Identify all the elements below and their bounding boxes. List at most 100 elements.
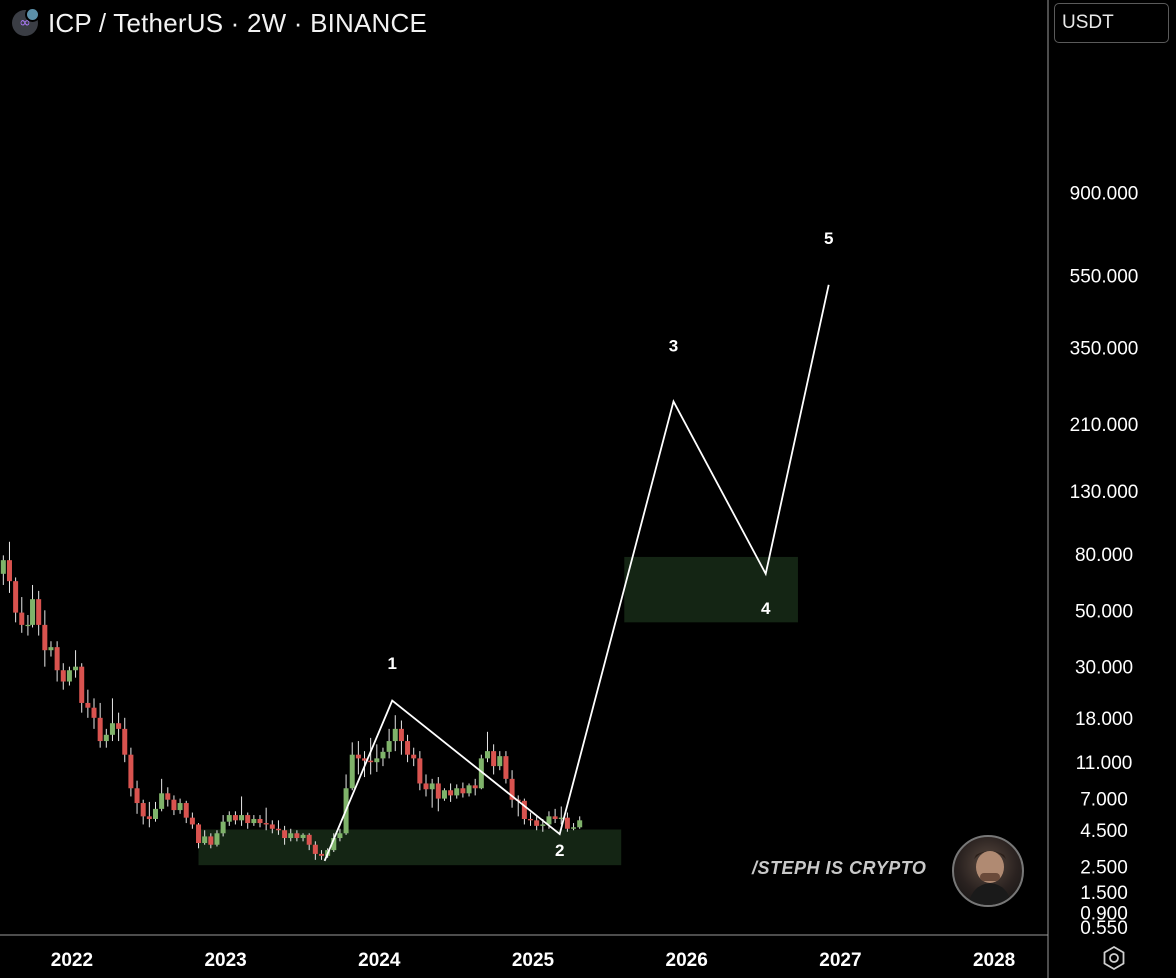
wave-label-4: 4 bbox=[761, 599, 771, 618]
candle-body bbox=[429, 783, 435, 790]
chart-header: ∞ ICP / TetherUS · 2W · BINANCE bbox=[12, 6, 427, 40]
candle-body bbox=[546, 816, 552, 825]
target-zone-2 bbox=[624, 556, 798, 623]
target-zone-1 bbox=[198, 829, 622, 866]
candle-body bbox=[349, 754, 355, 789]
candle-body bbox=[134, 788, 140, 804]
candle-body bbox=[146, 816, 152, 819]
candle-body bbox=[318, 853, 324, 856]
candle-body bbox=[454, 788, 460, 796]
candle-body bbox=[128, 754, 134, 789]
x-tick-label: 2025 bbox=[512, 950, 555, 971]
candle-body bbox=[183, 803, 189, 818]
candle-body bbox=[220, 821, 226, 834]
candle-body bbox=[257, 818, 263, 824]
x-tick-label: 2026 bbox=[666, 950, 708, 971]
y-tick-label: 7.000 bbox=[1080, 790, 1128, 811]
candle-body bbox=[122, 728, 128, 755]
candle-body bbox=[528, 818, 534, 821]
candle-body bbox=[478, 758, 484, 789]
candle-body bbox=[521, 800, 527, 819]
candle-body bbox=[13, 581, 19, 613]
candle-body bbox=[448, 790, 454, 796]
wave-label-3: 3 bbox=[669, 336, 678, 355]
candle-body bbox=[417, 758, 423, 784]
candle-body bbox=[484, 751, 490, 759]
y-tick-label: 2.500 bbox=[1080, 857, 1128, 878]
candle-body bbox=[380, 751, 386, 759]
candle-body bbox=[460, 788, 466, 794]
candle-body bbox=[337, 833, 343, 839]
candle-body bbox=[251, 818, 257, 824]
candle-body bbox=[79, 666, 85, 703]
candle-body bbox=[0, 560, 6, 574]
candle-body bbox=[103, 734, 109, 742]
candle-body bbox=[472, 785, 478, 789]
candle-body bbox=[91, 707, 97, 718]
y-tick-label: 210.000 bbox=[1070, 415, 1139, 436]
candle-body bbox=[239, 815, 245, 821]
settings-icon[interactable] bbox=[1100, 944, 1128, 972]
candle-body bbox=[140, 803, 146, 817]
candle-body bbox=[42, 624, 48, 651]
candle-body bbox=[109, 723, 115, 735]
candle-body bbox=[6, 560, 12, 582]
candle-body bbox=[196, 824, 202, 844]
currency-selector[interactable]: USDT bbox=[1054, 3, 1169, 43]
candle-body bbox=[558, 817, 564, 819]
candle-body bbox=[534, 820, 540, 826]
candle-body bbox=[466, 785, 472, 794]
candle-body bbox=[159, 793, 165, 809]
candle-body bbox=[435, 783, 441, 799]
candle-body bbox=[202, 836, 208, 844]
candle-body bbox=[374, 758, 380, 763]
candle-body bbox=[97, 717, 103, 742]
candle-body bbox=[300, 834, 306, 839]
candle-body bbox=[116, 723, 122, 729]
candle-body bbox=[208, 836, 214, 845]
candle-body bbox=[331, 838, 337, 851]
candle-body bbox=[54, 647, 60, 671]
x-tick-label: 2024 bbox=[358, 950, 401, 971]
candles-group bbox=[0, 541, 583, 860]
y-tick-label: 350.000 bbox=[1070, 339, 1139, 360]
candle-body bbox=[189, 817, 195, 825]
x-tick-label: 2023 bbox=[204, 950, 246, 971]
candle-body bbox=[503, 756, 509, 779]
wave-label-5: 5 bbox=[824, 229, 833, 248]
y-tick-label: 900.000 bbox=[1070, 184, 1139, 205]
candle-body bbox=[564, 817, 570, 829]
candle-body bbox=[405, 741, 411, 755]
candle-body bbox=[269, 824, 275, 829]
candle-body bbox=[441, 790, 447, 799]
avatar-portrait bbox=[968, 851, 1012, 905]
candle-body bbox=[275, 828, 281, 831]
candle-body bbox=[48, 647, 54, 651]
candle-body bbox=[165, 793, 171, 800]
candle-body bbox=[362, 758, 368, 761]
candle-body bbox=[152, 808, 158, 819]
author-avatar bbox=[952, 835, 1024, 907]
candle-body bbox=[245, 815, 251, 824]
candle-body bbox=[294, 833, 300, 839]
y-tick-label: 18.000 bbox=[1075, 709, 1133, 730]
candle-body bbox=[263, 823, 269, 825]
candle-body bbox=[355, 754, 361, 759]
candle-body bbox=[398, 728, 404, 742]
y-tick-label: 80.000 bbox=[1075, 545, 1133, 566]
x-tick-label: 2028 bbox=[973, 950, 1015, 971]
y-tick-label: 11.000 bbox=[1076, 753, 1133, 774]
candle-body bbox=[171, 799, 177, 811]
candle-body bbox=[411, 754, 417, 759]
y-tick-label: 130.000 bbox=[1070, 482, 1139, 503]
wave-label-2: 2 bbox=[555, 841, 564, 860]
candle-body bbox=[368, 760, 374, 763]
symbol-title[interactable]: ICP / TetherUS · 2W · BINANCE bbox=[48, 7, 428, 38]
y-tick-label: 550.000 bbox=[1070, 267, 1139, 288]
candle-body bbox=[60, 670, 66, 682]
candle-body bbox=[30, 599, 36, 625]
candle-body bbox=[226, 815, 232, 822]
candle-body bbox=[552, 816, 558, 819]
candle-body bbox=[214, 833, 220, 845]
